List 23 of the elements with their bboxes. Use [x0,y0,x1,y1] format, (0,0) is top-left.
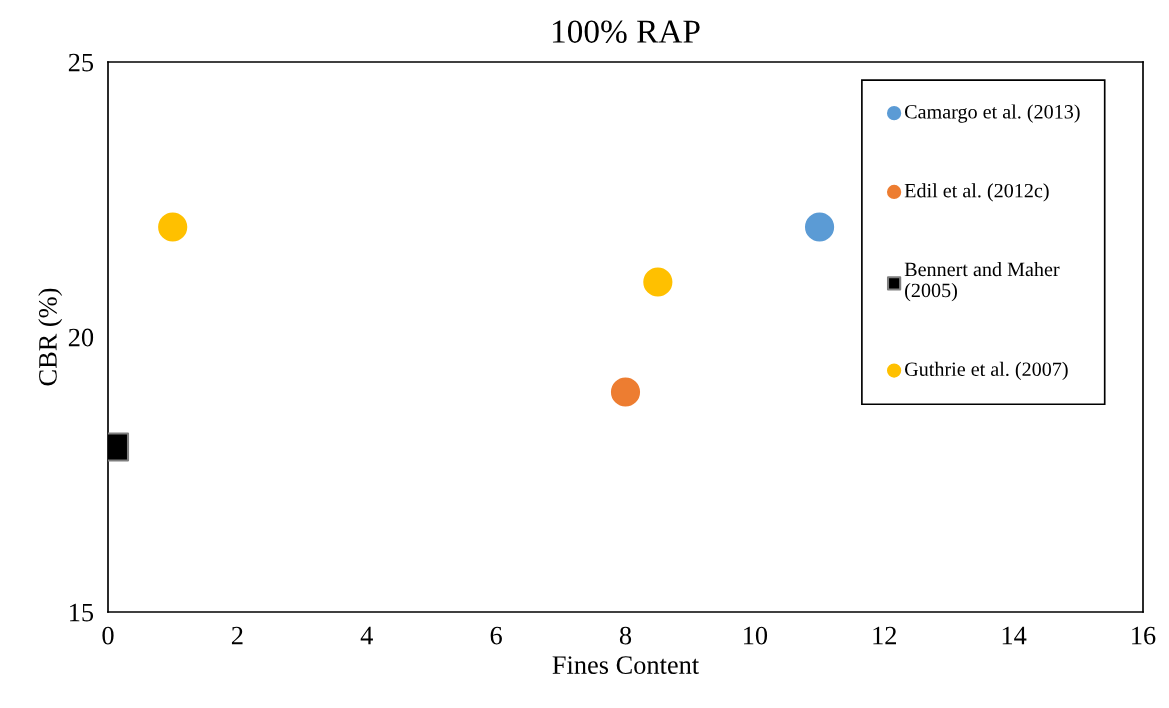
legend-label: Bennert and Maher (2005) [904,261,1060,302]
x-tick-label: 6 [490,626,502,645]
legend-label: Guthrie et al. (2007) [905,361,1068,381]
y-tick-label: 15 [70,603,94,622]
x-tick-label: 12 [873,626,896,645]
chart-title: 100% RAP [552,20,700,43]
legend-label: Edil et al. (2012c) [904,183,1049,202]
y-tick-label: 25 [68,53,94,72]
y-axis-title: CBR (%) [38,288,63,386]
x-tick-label: 0 [102,626,114,645]
point [158,212,188,242]
x-tick-label: 2 [231,626,243,645]
point [610,377,641,407]
x-tick-label: 4 [360,626,373,645]
legend-label: Camargo et al. (2013) [905,104,1080,123]
point [804,212,835,242]
point [643,267,673,297]
y-tick-label: 20 [68,328,94,347]
x-tick-label: 8 [619,626,632,645]
x-tick-label: 14 [1002,626,1027,645]
x-tick-label: 16 [1132,626,1156,645]
x-tick-label: 10 [744,626,768,645]
x-axis-title: Fines Content [552,656,700,674]
